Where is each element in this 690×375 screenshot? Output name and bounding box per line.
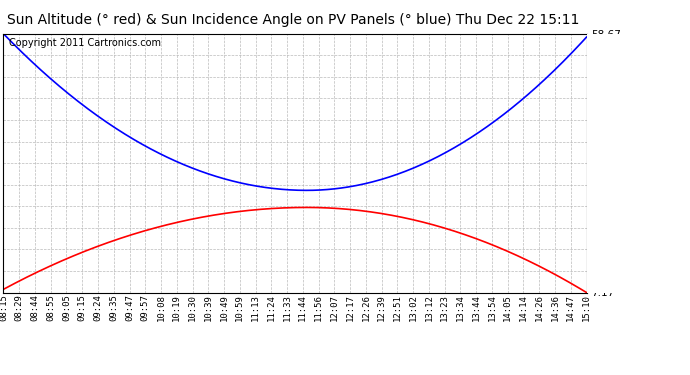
Text: Copyright 2011 Cartronics.com: Copyright 2011 Cartronics.com (9, 38, 161, 48)
Text: Sun Altitude (° red) & Sun Incidence Angle on PV Panels (° blue) Thu Dec 22 15:1: Sun Altitude (° red) & Sun Incidence Ang… (7, 13, 580, 27)
